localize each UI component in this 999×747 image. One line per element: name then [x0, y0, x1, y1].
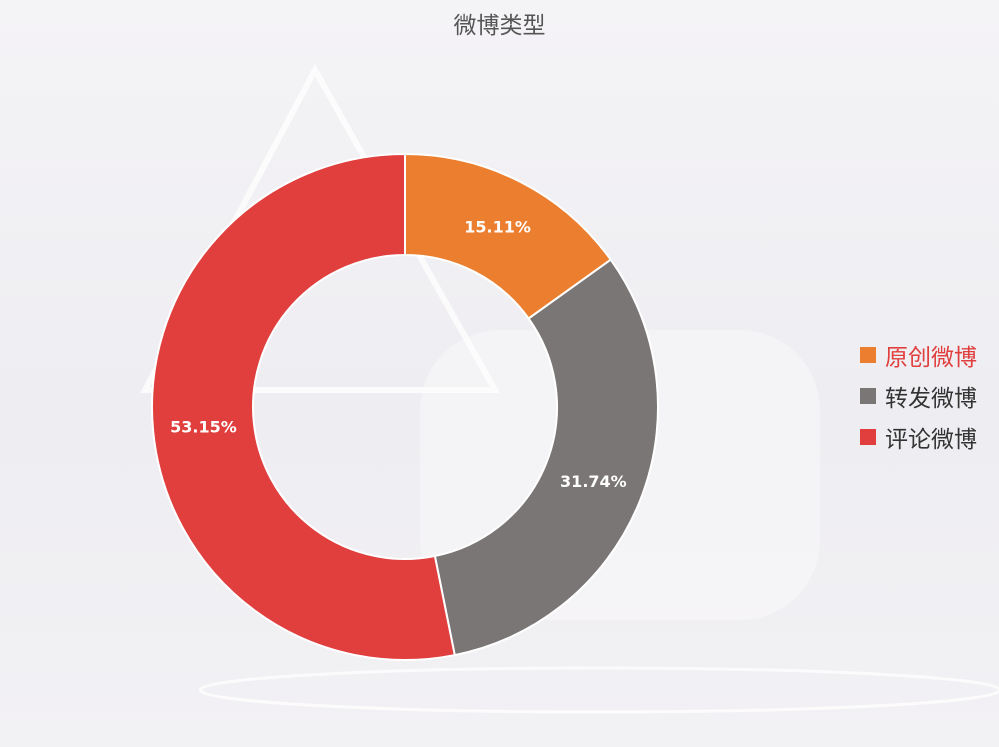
chart-title: 微博类型: [453, 13, 546, 39]
legend-swatch-2: [860, 387, 876, 404]
slice-label-3: 53.15%: [170, 418, 237, 437]
legend-item-3[interactable]: 评论微博: [860, 416, 999, 457]
legend-swatch-1: [860, 346, 876, 363]
background-stage-ellipse: [198, 666, 999, 714]
legend-label-3: 评论微博: [885, 426, 977, 453]
legend-label-1: 原创微博: [885, 344, 977, 371]
slice-label-2: 31.74%: [560, 472, 627, 491]
legend-label-2: 转发微博: [885, 385, 977, 412]
slice-label-1: 15.11%: [464, 217, 531, 236]
legend-item-1[interactable]: 原创微博: [860, 334, 999, 375]
legend-item-2[interactable]: 转发微博: [860, 375, 999, 416]
donut-slice-2[interactable]: [433, 258, 659, 657]
donut-slice-3[interactable]: [151, 152, 456, 661]
legend-swatch-3: [860, 428, 876, 445]
chart-legend: 原创微博转发微博评论微博: [860, 334, 999, 457]
